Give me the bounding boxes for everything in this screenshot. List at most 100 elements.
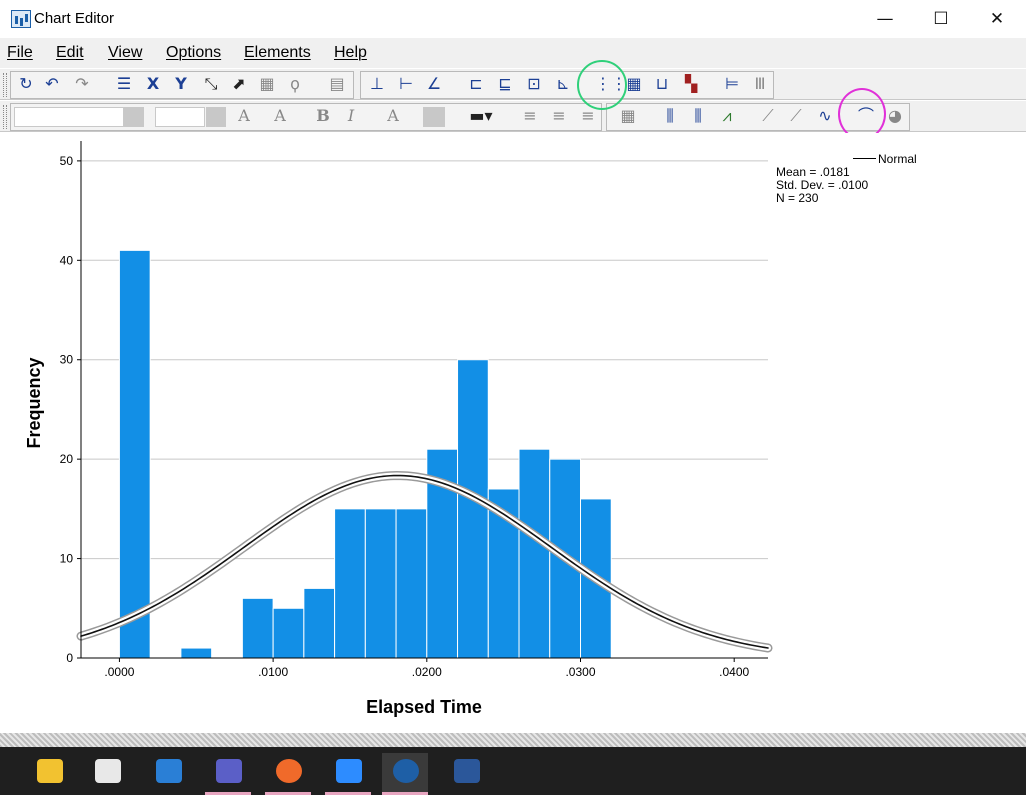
toolbar-grip-2[interactable] — [3, 105, 7, 129]
histogram-bar[interactable] — [241, 597, 274, 659]
histogram-chart[interactable]: 0 10 20 30 40 50 .0000 .0100 .0200 .0300 .0400 Fr… — [0, 133, 1026, 733]
bar-chart-icon[interactable]: ⊨ — [725, 74, 739, 93]
histogram-bar[interactable] — [118, 249, 151, 659]
y-axis-icon[interactable]: Y — [175, 74, 187, 93]
lasso-icon[interactable]: ϙ — [290, 74, 300, 93]
toolbar-grip[interactable] — [3, 73, 7, 97]
align-center-icon[interactable]: ≡ — [552, 106, 566, 125]
grid-lines-icon[interactable]: ⋮⋮ — [595, 74, 627, 93]
align-left-icon[interactable]: ≡ — [523, 106, 537, 125]
y-tick-label[interactable]: 30 — [60, 353, 74, 367]
bar-element-icon[interactable]: ⫼ — [666, 106, 674, 125]
histogram-bar[interactable] — [303, 587, 336, 659]
scatter-icon[interactable]: ⟋ — [762, 106, 774, 125]
histogram-bar[interactable] — [272, 607, 305, 659]
font-name-dropdown[interactable] — [124, 107, 144, 127]
toolbar-row-2: A A B I A ▬▾ ≡ ≡ ≡ ▦ ⫼ ⫼ ⩘ ⟋ ⟋ ∿ ⌒ ◕ — [0, 100, 1026, 132]
element-tool-group — [606, 103, 910, 131]
zoom-icon[interactable] — [325, 753, 371, 795]
bold-icon[interactable]: B — [316, 106, 330, 125]
data-label-grid-icon[interactable]: ▦ — [626, 74, 642, 93]
subtitle-icon[interactable]: ⊑ — [498, 74, 512, 93]
menu-elements[interactable]: Elements — [244, 44, 311, 61]
font-size-up-icon[interactable]: A — [238, 106, 250, 125]
x-tick-label[interactable]: .0100 — [258, 665, 288, 679]
align-right-icon[interactable]: ≡ — [581, 106, 595, 125]
firefox-icon[interactable] — [265, 753, 311, 795]
menu-help[interactable]: Help — [334, 44, 367, 61]
line-style-icon[interactable]: ▬▾ — [469, 106, 493, 125]
y-tick-label[interactable]: 0 — [66, 651, 73, 665]
histogram-bar[interactable] — [364, 508, 397, 659]
histogram-bar[interactable] — [180, 647, 213, 659]
italic-icon[interactable]: I — [347, 106, 355, 125]
font-size-select[interactable] — [155, 107, 205, 127]
histogram-bar[interactable] — [334, 508, 366, 659]
y-tick-label[interactable]: 10 — [60, 552, 74, 566]
chart-canvas[interactable]: 0 10 20 30 40 50 .0000 .0100 .0200 .0300 .0400 Fr… — [0, 133, 1026, 733]
stat-std-dev: Std. Dev. = .0100 — [776, 178, 869, 192]
x-tick-label[interactable]: .0300 — [565, 665, 595, 679]
text-style-icon[interactable]: A — [387, 106, 399, 125]
spss-sigma-icon[interactable] — [382, 753, 428, 795]
histogram-bar[interactable] — [518, 448, 551, 659]
x-tick-label[interactable]: .0200 — [412, 665, 442, 679]
histogram-bar[interactable] — [395, 508, 428, 659]
word-icon[interactable] — [443, 753, 489, 795]
pie-icon[interactable]: ◕ — [888, 106, 902, 125]
resize-icon[interactable]: ⬈ — [232, 74, 246, 93]
transpose-icon[interactable]: ▦ — [259, 74, 275, 93]
normal-curve[interactable] — [80, 474, 769, 649]
toolbar-row-1: ↻ ↶ ↷ ☰ X Y ⤡ ⬈ ▦ ϙ ▤ ⊥ ⊢ ∠ ⊏ ⊑ ⊡ ⊾ ⋮⋮ ▦… — [0, 68, 1026, 100]
y-axis-label[interactable]: Frequency — [24, 357, 44, 448]
chart-elements-tool-group — [360, 71, 774, 99]
data-grid-icon[interactable]: ▦ — [620, 106, 636, 125]
font-name-select[interactable] — [14, 107, 124, 127]
teams-icon[interactable] — [205, 753, 251, 795]
distribution-curve-icon[interactable]: ⌒ — [857, 106, 874, 125]
annotation-icon[interactable]: ⊾ — [556, 74, 570, 93]
y-tick-label[interactable]: 40 — [60, 253, 74, 267]
maximize-button[interactable]: ☐ — [933, 9, 949, 29]
fill-color-icon[interactable] — [423, 107, 445, 127]
line-icon[interactable]: ∿ — [818, 106, 832, 125]
menu-file[interactable]: File — [7, 44, 33, 61]
rescale-icon[interactable]: ⤡ — [204, 74, 218, 93]
bar-element-2-icon[interactable]: ⫼ — [694, 106, 702, 125]
minimize-button[interactable]: — — [876, 9, 894, 29]
menu-edit[interactable]: Edit — [56, 44, 84, 61]
legend-normal-label[interactable]: Normal — [878, 152, 917, 166]
x-tick-label[interactable]: .0400 — [719, 665, 749, 679]
window-title: Chart Editor — [34, 10, 115, 27]
undo-icon[interactable]: ↶ — [45, 74, 59, 93]
legend-normal-line[interactable] — [853, 158, 876, 159]
x-ref-line-icon[interactable]: ⊔ — [655, 74, 669, 93]
axis-diag-icon[interactable]: ∠ — [426, 74, 442, 93]
mail-icon[interactable] — [145, 753, 191, 795]
refresh-icon[interactable]: ↻ — [19, 74, 33, 93]
x-axis-label[interactable]: Elapsed Time — [366, 697, 482, 717]
x-tick-label[interactable]: .0000 — [104, 665, 134, 679]
properties-icon[interactable]: ☰ — [116, 74, 132, 93]
y-tick-label[interactable]: 50 — [60, 154, 74, 168]
histogram-bar[interactable] — [457, 359, 489, 659]
y-tick-label[interactable]: 20 — [60, 452, 74, 466]
legend-ab-icon[interactable]: ▚ — [684, 74, 698, 93]
font-size-dropdown[interactable] — [206, 107, 226, 127]
data-window-icon[interactable]: ▤ — [329, 74, 345, 93]
bar-chart-2-icon[interactable]: Ⅲ — [754, 74, 766, 93]
store-icon[interactable] — [84, 753, 130, 795]
fit-line-icon[interactable]: ⩘ — [722, 106, 732, 125]
axis-y-icon[interactable]: ⊥ — [370, 74, 384, 93]
scatter-2-icon[interactable]: ⟋ — [790, 106, 802, 125]
menu-options[interactable]: Options — [166, 44, 222, 61]
font-size-down-icon[interactable]: A — [274, 106, 286, 125]
menu-view[interactable]: View — [108, 44, 143, 61]
redo-icon[interactable]: ↷ — [75, 74, 89, 93]
x-axis-icon[interactable]: X — [146, 74, 160, 93]
axis-x-icon[interactable]: ⊢ — [399, 74, 413, 93]
file-explorer-icon[interactable] — [26, 753, 72, 795]
close-button[interactable]: ✕ — [989, 9, 1005, 29]
footnote-icon[interactable]: ⊡ — [527, 74, 541, 93]
chart-title-icon[interactable]: ⊏ — [469, 74, 483, 93]
